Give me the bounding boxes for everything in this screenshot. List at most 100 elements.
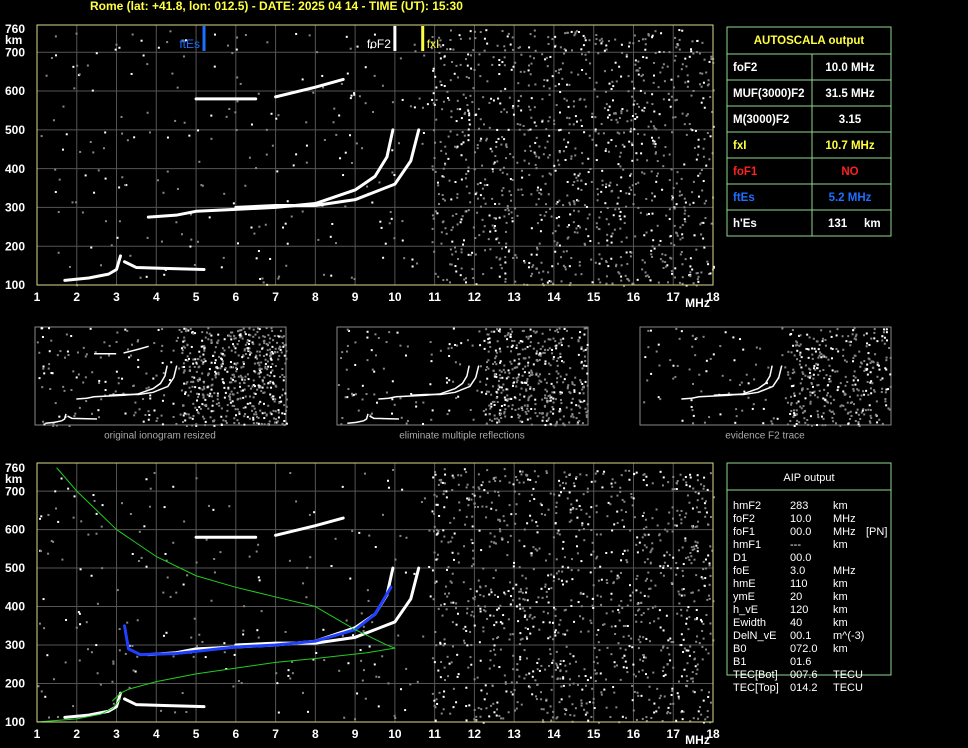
noise-dot <box>204 360 207 363</box>
noise-dot <box>628 279 631 282</box>
noise-dot <box>418 97 421 100</box>
noise-dot <box>705 71 708 74</box>
noise-dot <box>601 486 604 489</box>
noise-dot <box>566 180 569 183</box>
noise-dot <box>642 527 645 530</box>
noise-dot <box>496 595 499 598</box>
noise-dot <box>162 634 165 637</box>
noise-dot <box>630 119 633 122</box>
noise-dot <box>604 150 607 153</box>
noise-dot <box>181 352 184 355</box>
noise-dot <box>466 612 469 615</box>
noise-dot <box>690 399 693 402</box>
noise-dot <box>392 468 395 471</box>
noise-dot <box>857 423 860 426</box>
noise-dot <box>650 253 653 256</box>
noise-dot <box>186 355 189 358</box>
noise-dot <box>506 345 509 348</box>
noise-dot <box>533 121 536 124</box>
noise-dot <box>547 36 550 39</box>
noise-dot <box>52 678 55 681</box>
noise-dot <box>394 717 397 720</box>
noise-dot <box>505 146 508 149</box>
noise-dot <box>702 97 705 100</box>
noise-dot <box>283 354 286 357</box>
noise-dot <box>201 640 204 643</box>
noise-dot <box>588 213 591 216</box>
noise-dot <box>138 530 141 533</box>
noise-dot <box>238 411 241 414</box>
noise-dot <box>554 330 557 333</box>
noise-dot <box>868 404 871 407</box>
noise-dot <box>483 609 486 612</box>
noise-dot <box>286 200 289 203</box>
noise-dot <box>669 703 672 706</box>
noise-dot <box>504 277 507 280</box>
noise-dot <box>833 412 836 415</box>
noise-dot <box>399 397 402 400</box>
noise-dot <box>567 566 570 569</box>
noise-dot <box>450 198 453 201</box>
noise-dot <box>475 283 478 286</box>
noise-dot <box>498 518 501 521</box>
noise-dot <box>689 473 692 476</box>
noise-dot <box>859 398 862 401</box>
noise-dot <box>451 240 454 243</box>
noise-dot <box>434 75 437 78</box>
noise-dot <box>880 390 883 393</box>
noise-dot <box>599 672 602 675</box>
noise-dot <box>533 29 536 32</box>
noise-dot <box>617 608 620 611</box>
aip-cell: 10.0 <box>790 513 811 525</box>
noise-dot <box>362 669 365 672</box>
noise-dot <box>484 178 487 181</box>
noise-dot <box>273 421 276 424</box>
noise-dot <box>655 508 658 511</box>
noise-dot <box>869 387 872 390</box>
noise-dot <box>544 583 547 586</box>
noise-dot <box>678 48 681 51</box>
noise-dot <box>149 487 152 490</box>
noise-dot <box>559 491 562 494</box>
noise-dot <box>494 653 497 656</box>
noise-dot <box>532 330 535 333</box>
noise-dot <box>214 374 217 377</box>
noise-dot <box>546 349 549 352</box>
noise-dot <box>600 691 603 694</box>
noise-dot <box>362 630 365 633</box>
noise-dot <box>140 556 143 559</box>
noise-dot <box>532 347 535 350</box>
noise-dot <box>507 128 510 131</box>
noise-dot <box>391 398 394 401</box>
noise-dot <box>575 535 578 538</box>
noise-dot <box>498 412 501 415</box>
noise-dot <box>486 80 489 83</box>
noise-dot <box>538 547 541 550</box>
noise-dot <box>598 253 601 256</box>
noise-dot <box>399 344 402 347</box>
noise-dot <box>341 634 344 637</box>
noise-dot <box>323 139 326 142</box>
aip-cell: km <box>833 500 848 512</box>
noise-dot <box>500 189 503 192</box>
noise-dot <box>494 154 497 157</box>
noise-dot <box>281 336 284 339</box>
noise-dot <box>888 408 891 411</box>
noise-dot <box>242 629 245 632</box>
noise-dot <box>843 392 846 395</box>
noise-dot <box>605 183 608 186</box>
noise-dot <box>197 412 200 415</box>
noise-dot <box>212 508 215 511</box>
noise-dot <box>870 392 873 395</box>
noise-dot <box>541 98 544 101</box>
noise-dot <box>194 332 197 335</box>
noise-dot <box>685 484 688 487</box>
noise-dot <box>610 495 613 498</box>
noise-dot <box>557 631 560 634</box>
x-tick-label: 11 <box>428 727 441 741</box>
noise-dot <box>548 172 551 175</box>
noise-dot <box>270 351 273 354</box>
noise-dot <box>587 171 590 174</box>
noise-dot <box>242 354 245 357</box>
noise-dot <box>580 699 583 702</box>
